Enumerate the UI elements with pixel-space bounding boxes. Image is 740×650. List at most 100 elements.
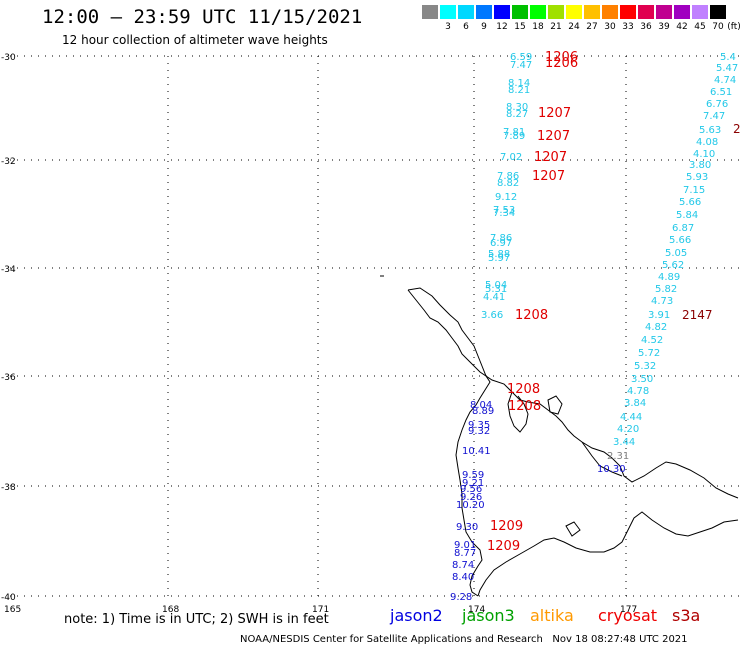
scale-label: 45 — [694, 22, 706, 32]
wave-height-label: 6.51 — [710, 87, 732, 98]
scale-label: 6 — [463, 22, 469, 32]
latitude-label: -34 — [1, 265, 16, 275]
scale-label: 24 — [568, 22, 580, 32]
latitude-label: -30 — [1, 53, 16, 63]
latitude-label: -40 — [1, 593, 16, 603]
wave-height-label: 7.89 — [503, 131, 525, 142]
wave-height-label: 7.34 — [493, 208, 515, 219]
wave-height-label: 3.91 — [648, 310, 670, 321]
wave-height-label: 5.31 — [485, 284, 507, 295]
pass-time-label: 1209 — [490, 519, 523, 534]
wave-height-label: 4.73 — [651, 296, 673, 307]
pass-time-label: 1208 — [515, 308, 548, 323]
wave-height-label: 10.41 — [462, 446, 491, 457]
scale-label: 33 — [622, 22, 634, 32]
wave-height-label: 8.30 — [506, 102, 528, 113]
pass-time-label: 1206 — [545, 50, 578, 65]
pass-time-label: 1209 — [487, 539, 520, 554]
satellite-cryosat: cryosat — [598, 606, 658, 625]
longitude-label: 174 — [468, 605, 485, 615]
wave-height-label: 10.20 — [456, 500, 485, 511]
scale-label: 42 — [676, 22, 688, 32]
pass-time-label: 1208 — [508, 399, 541, 414]
wave-height-label: 4.10 — [693, 149, 715, 160]
wave-height-label: 9.59 — [462, 470, 484, 481]
wave-height-label: 5.47 — [716, 63, 738, 74]
wave-height-label: 5.88 — [488, 249, 510, 260]
latitude-label: -36 — [1, 373, 16, 383]
pass-time-label: 1207 — [534, 150, 567, 165]
scale-swatch — [548, 5, 564, 19]
wave-height-label: 8.21 — [508, 85, 530, 96]
wave-height-label: 4.89 — [658, 272, 680, 283]
track-labels: 6.597.478.148.218.308.277.817.897.027.86… — [450, 50, 740, 603]
new-zealand-coastline — [380, 275, 739, 597]
north-island-west-coast — [407, 287, 491, 597]
satellite-jason3: jason3 — [462, 606, 515, 625]
satellite-altika: altika — [530, 606, 574, 625]
wave-height-label: 10.30 — [597, 464, 626, 475]
wave-height-label: 5.82 — [655, 284, 677, 295]
latitude-label: -32 — [1, 157, 16, 167]
scale-swatch — [602, 5, 618, 19]
scale-swatch — [710, 5, 726, 19]
scale-swatch — [476, 5, 492, 19]
east-cape-coast — [477, 511, 739, 597]
scale-label: 18 — [532, 22, 544, 32]
scale-swatch — [584, 5, 600, 19]
wave-height-label: 4.20 — [617, 424, 639, 435]
wave-height-label: 5.4 — [720, 52, 736, 63]
scale-label: 30 — [604, 22, 616, 32]
satellite-s3a: s3a — [672, 606, 701, 625]
wave-height-label: 6.59 — [510, 52, 532, 63]
wave-height-label: 5.32 — [634, 361, 656, 372]
wave-height-label: 7.02 — [500, 152, 522, 163]
scale-label: 12 — [496, 22, 508, 32]
wave-height-label: 6.97 — [490, 238, 512, 249]
page-title: 12:00 — 23:59 UTC 11/15/2021 — [42, 6, 363, 28]
latitude-label: -38 — [1, 483, 16, 493]
wave-height-label: 4.44 — [620, 412, 642, 423]
scale-swatch — [512, 5, 528, 19]
wave-height-label: 6.87 — [672, 223, 694, 234]
wave-height-label: 9.12 — [495, 192, 517, 203]
great-barrier-island — [547, 395, 563, 415]
pass-time-label: 1207 — [532, 169, 565, 184]
scale-swatch — [440, 5, 456, 19]
wave-height-label: 8.89 — [472, 406, 494, 417]
map-grid: -30 -32 -34 -36 -38 -40 165 168 171 174 177 — [1, 53, 740, 615]
wave-height-label: 2.31 — [607, 451, 629, 462]
wave-height-label: 9.56 — [460, 484, 482, 495]
wave-height-label: 5.63 — [699, 125, 721, 136]
longitude-label: 165 — [4, 605, 21, 615]
wave-height-label: 9.30 — [456, 522, 478, 533]
scale-swatch — [674, 5, 690, 19]
scale-label: 15 — [514, 22, 526, 32]
wave-height-label: 3.66 — [481, 310, 503, 321]
wave-height-label: 3.50 — [631, 374, 653, 385]
wave-height-label: 5.84 — [676, 210, 698, 221]
credit-line: NOAA/NESDIS Center for Satellite Applica… — [240, 634, 688, 645]
wave-height-label: 6.76 — [706, 99, 728, 110]
wave-height-label: 8.77 — [454, 548, 476, 559]
pass-time-label: 1207 — [538, 106, 571, 121]
wave-height-label: 7.81 — [503, 127, 525, 138]
scale-swatch — [638, 5, 654, 19]
wave-height-label: 3.80 — [689, 160, 711, 171]
wave-height-label: 8.74 — [452, 560, 474, 571]
wave-height-label: 8.04 — [470, 400, 492, 411]
wave-height-label: 5.72 — [638, 348, 660, 359]
scale-label: 36 — [640, 22, 652, 32]
scale-label: 70 — [712, 22, 724, 32]
scale-label: 21 — [550, 22, 562, 32]
wave-height-label: 5.66 — [669, 235, 691, 246]
wave-height-label: 5.04 — [485, 280, 507, 291]
scale-swatch — [530, 5, 546, 19]
wave-height-label: 7.53 — [493, 205, 515, 216]
pass-time-label: 1208 — [507, 382, 540, 397]
wave-height-label: 9.32 — [468, 426, 490, 437]
scale-swatch — [422, 5, 438, 19]
wave-height-label: 9.28 — [450, 592, 472, 603]
pass-time-label: 2147 — [682, 308, 713, 322]
scale-swatch — [566, 5, 582, 19]
